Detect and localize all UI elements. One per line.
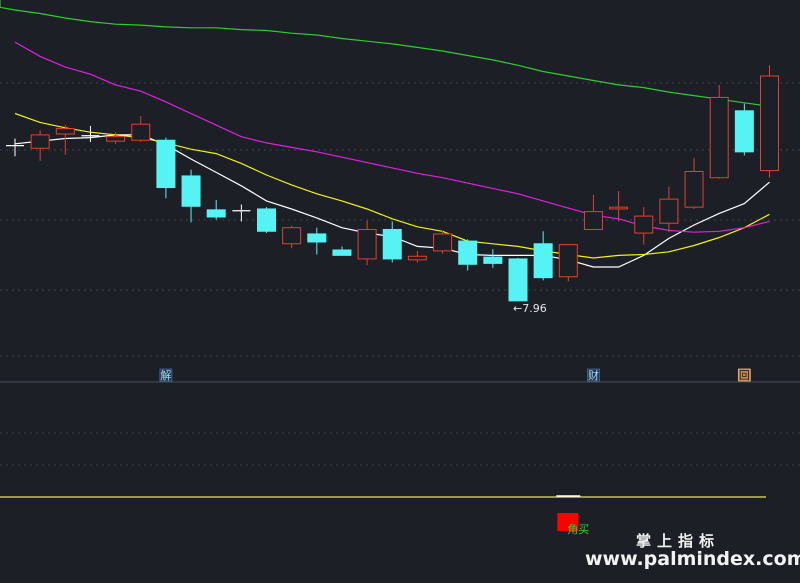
candle-body — [760, 75, 779, 172]
candle — [407, 250, 427, 263]
candle-body — [659, 198, 679, 224]
candle-body — [382, 228, 402, 260]
candle — [659, 186, 679, 233]
candle-body — [684, 170, 704, 208]
candle-body — [433, 233, 453, 252]
candle — [583, 194, 603, 230]
candle-body — [257, 208, 276, 232]
watermark: 掌上指标 www.palmindex.com — [585, 532, 800, 570]
candle-body — [55, 128, 75, 135]
candle-body — [558, 244, 578, 278]
ma-line-ma20 — [14, 41, 770, 233]
candle — [206, 200, 226, 220]
low-price-label: ←7.96 — [513, 302, 547, 315]
signal-box — [557, 513, 579, 531]
ma-line-ma60 — [0, 0, 770, 107]
candle — [6, 138, 24, 157]
watermark-brand: 掌上指标 — [636, 532, 720, 550]
candle — [458, 239, 478, 271]
candle-body — [458, 240, 478, 265]
candle-body — [30, 134, 50, 149]
candle — [508, 258, 528, 302]
annotations: ←7.96 — [513, 302, 547, 315]
candle-body — [282, 227, 302, 245]
candle-body — [106, 136, 126, 142]
event-badge[interactable]: 回 — [737, 368, 751, 382]
candle — [382, 221, 402, 263]
candle — [634, 207, 654, 245]
candle — [483, 249, 503, 268]
candle — [357, 220, 377, 266]
candle — [55, 125, 75, 155]
candle-body — [734, 110, 754, 153]
candle-body — [407, 255, 427, 261]
candle-body — [206, 209, 226, 218]
signal-label: 角买 — [567, 523, 589, 536]
candle-body — [181, 175, 201, 207]
candle — [684, 158, 704, 209]
candle — [30, 130, 50, 161]
candle-body — [332, 249, 352, 256]
candle-body — [609, 206, 629, 210]
candle-body — [634, 215, 654, 234]
candle — [709, 84, 729, 179]
event-badges: 解财回 — [159, 368, 751, 382]
candle — [156, 137, 176, 199]
candle-body — [131, 123, 151, 141]
candle — [257, 207, 276, 234]
candle — [332, 246, 352, 256]
candle-body — [156, 139, 176, 189]
candle-body — [357, 228, 377, 260]
candle-body — [709, 96, 729, 179]
candle — [282, 225, 302, 249]
candle — [106, 132, 126, 144]
candle — [760, 65, 779, 178]
candle — [131, 116, 151, 143]
event-badge[interactable]: 财 — [587, 368, 600, 382]
grid-lines — [0, 82, 800, 466]
candle — [734, 103, 754, 156]
indicator-panel: 角买 — [0, 495, 766, 536]
event-badge-label: 回 — [739, 369, 750, 382]
candles — [6, 65, 779, 302]
candle — [533, 231, 553, 281]
candle — [181, 169, 201, 223]
candle-body — [483, 256, 503, 264]
candle-body — [307, 233, 327, 243]
candle — [232, 204, 251, 222]
watermark-url: www.palmindex.com — [585, 548, 800, 570]
candle — [609, 191, 629, 222]
candle — [307, 227, 327, 255]
candle — [81, 125, 100, 143]
candle-body — [533, 243, 553, 279]
candle — [433, 230, 453, 254]
candle — [558, 244, 578, 282]
candle-body — [583, 211, 603, 230]
event-badge-label: 解 — [160, 368, 171, 382]
event-badge-label: 财 — [588, 368, 599, 382]
candle-body — [508, 258, 528, 302]
event-badge[interactable]: 解 — [159, 368, 173, 382]
